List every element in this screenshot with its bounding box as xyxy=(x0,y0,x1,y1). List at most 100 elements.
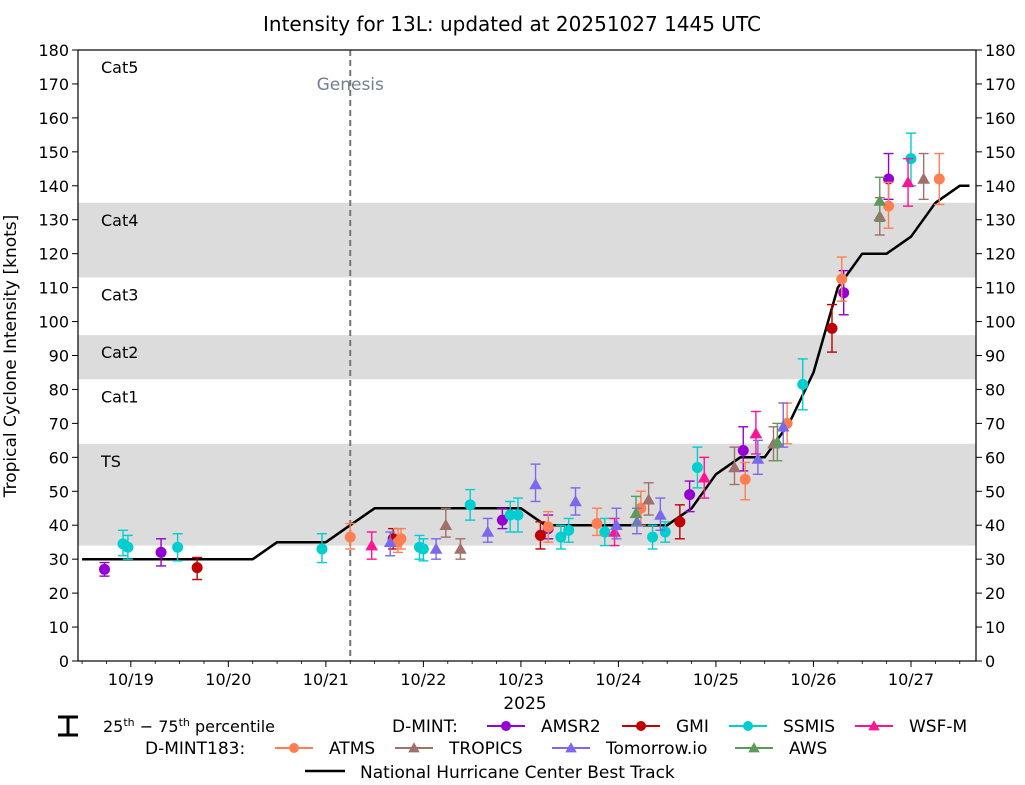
gmi-point xyxy=(826,303,838,353)
y-tick-label-right: 50 xyxy=(985,482,1005,501)
band-label-cat3: Cat3 xyxy=(101,285,138,304)
tropics-marker xyxy=(642,493,655,505)
legend-marker-atms xyxy=(289,743,299,753)
ssmis-point xyxy=(512,497,524,533)
y-tick-label-right: 60 xyxy=(985,448,1005,467)
ssmis-point xyxy=(691,446,703,489)
legend-superscript: th xyxy=(179,716,190,729)
legend-label-gmi: GMI xyxy=(676,717,709,737)
tomorrow-io-point xyxy=(569,487,582,516)
ssmis-point xyxy=(316,533,328,564)
y-tick-label-right: 0 xyxy=(985,652,995,671)
legend-marker-gmi xyxy=(636,721,646,731)
y-tick-label-right: 120 xyxy=(985,245,1016,264)
tomorrow-io-marker xyxy=(751,452,765,464)
amsr2-point xyxy=(155,538,167,567)
ssmis-point xyxy=(172,533,184,562)
ssmis-point xyxy=(464,488,476,521)
y-tick-label-right: 150 xyxy=(985,143,1016,162)
y-tick-label-right: 80 xyxy=(985,380,1005,399)
y-tick-label-left: 160 xyxy=(38,109,69,128)
legend-marker-tropics xyxy=(408,742,420,753)
aws-point xyxy=(771,422,784,462)
atms-marker xyxy=(739,473,751,485)
x-tick-label: 10/19 xyxy=(108,670,154,689)
ssmis-point xyxy=(555,524,567,550)
axes-layer: 0 0 10 10 20 20 30 30 40 40 50 50 60 60 70 70 80 80 90 90 10… xyxy=(38,41,1015,689)
tropics-point xyxy=(454,538,467,560)
atms-point xyxy=(933,152,945,206)
y-tick-label-left: 70 xyxy=(49,414,69,433)
tomorrow-io-marker xyxy=(569,495,582,507)
y-tick-label-right: 140 xyxy=(985,177,1016,196)
tomorrow-io-marker xyxy=(529,478,542,490)
ssmis-point xyxy=(647,524,659,550)
legend-entry-atms: ATMS xyxy=(275,739,375,759)
legend-entry-amsr2: AMSR2 xyxy=(487,717,601,737)
gmi-point xyxy=(534,521,546,550)
y-tick-label-left: 140 xyxy=(38,177,69,196)
y-tick-label-left: 0 xyxy=(59,652,69,671)
legend-label-ssmis: SSMIS xyxy=(783,717,835,737)
gmi-marker xyxy=(826,322,838,334)
legend-text-part: 25 xyxy=(103,717,123,736)
y-tick-label-left: 180 xyxy=(38,41,69,60)
y-tick-label-right: 10 xyxy=(985,618,1005,637)
wsf-m-point xyxy=(365,531,379,560)
band-layer: TS Cat1 Cat2 Cat3 Cat4 Cat5 xyxy=(78,58,976,546)
y-tick-label-right: 20 xyxy=(985,584,1005,603)
tomorrow-io-marker xyxy=(429,542,443,554)
legend-text-part: percentile xyxy=(190,717,275,736)
tropics-point xyxy=(439,507,453,538)
x-tick-label: 10/27 xyxy=(888,670,934,689)
atms-marker xyxy=(395,533,407,545)
legend-superscript: th xyxy=(123,716,134,729)
wsf-m-point xyxy=(697,456,711,499)
amsr2-marker xyxy=(737,445,749,457)
wsf-m-point xyxy=(901,157,915,207)
band-ts xyxy=(78,443,976,546)
atms-point xyxy=(542,510,554,543)
legend-marker-tomorrow-io xyxy=(565,742,577,753)
wsf-m-marker xyxy=(749,427,763,439)
ssmis-marker xyxy=(691,462,703,474)
legend-entry-tomorrow-io: Tomorrow.io xyxy=(552,739,707,759)
atms-point xyxy=(883,181,895,229)
band-cat2 xyxy=(78,335,976,380)
chart-title: Intensity for 13L: updated at 20251027 1… xyxy=(263,12,761,36)
amsr2-marker xyxy=(496,514,508,526)
ssmis-marker xyxy=(512,509,524,521)
amsr2-marker xyxy=(838,287,850,299)
ssmis-marker xyxy=(599,526,611,538)
x-tick-label: 10/23 xyxy=(498,670,544,689)
legend-dmint-label: D-MINT: xyxy=(392,717,458,737)
atms-point xyxy=(836,256,848,302)
ssmis-marker xyxy=(417,543,429,555)
y-tick-label-right: 70 xyxy=(985,414,1005,433)
x-tick-label: 10/21 xyxy=(303,670,349,689)
y-tick-label-right: 130 xyxy=(985,211,1016,230)
atms-marker xyxy=(591,518,603,530)
data-layer xyxy=(98,132,945,581)
legend: 25th − 75th percentile D-MINT:D-MINT183:A… xyxy=(58,715,967,783)
legend-entry-tropics: TROPICS xyxy=(395,739,523,759)
tropics-marker xyxy=(454,542,467,554)
band-cat4 xyxy=(78,202,976,278)
wsf-m-marker xyxy=(365,539,379,551)
ssmis-marker xyxy=(555,531,567,543)
tropics-marker xyxy=(439,518,453,530)
y-tick-label-left: 20 xyxy=(49,584,69,603)
y-tick-label-left: 80 xyxy=(49,380,69,399)
aws-point xyxy=(873,176,887,223)
aws-marker xyxy=(771,435,784,447)
y-tick-label-right: 180 xyxy=(985,41,1016,60)
atms-point xyxy=(591,507,603,537)
atms-point xyxy=(344,522,356,550)
y-tick-label-right: 40 xyxy=(985,516,1005,535)
y-tick-label-left: 110 xyxy=(38,279,69,298)
gmi-marker xyxy=(534,529,546,541)
y-tick-label-left: 40 xyxy=(49,516,69,535)
y-tick-label-left: 30 xyxy=(49,550,69,569)
gmi-point xyxy=(674,504,686,540)
